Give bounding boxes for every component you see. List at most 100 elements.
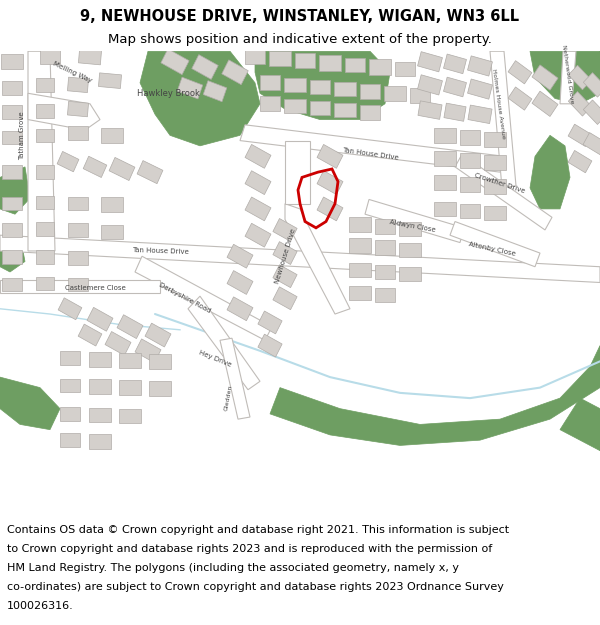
Bar xyxy=(468,105,492,124)
Bar xyxy=(434,201,456,216)
Bar xyxy=(317,144,343,168)
Bar xyxy=(273,265,297,288)
Text: Altonby Close: Altonby Close xyxy=(468,241,516,257)
Bar xyxy=(375,288,395,302)
Text: Tatham Grove: Tatham Grove xyxy=(19,111,25,159)
Bar xyxy=(101,128,123,142)
Bar xyxy=(399,267,421,281)
Bar xyxy=(2,223,22,237)
Polygon shape xyxy=(220,338,250,419)
Bar xyxy=(418,101,442,119)
Bar xyxy=(418,52,442,72)
Bar xyxy=(145,323,171,347)
Text: HM Land Registry. The polygons (including the associated geometry, namely x, y: HM Land Registry. The polygons (includin… xyxy=(7,562,459,572)
Bar xyxy=(349,238,371,253)
Polygon shape xyxy=(0,377,60,429)
Bar xyxy=(443,54,466,74)
Bar xyxy=(2,81,22,95)
Bar xyxy=(484,156,506,170)
Bar xyxy=(119,409,141,423)
Text: Hawkley Brook: Hawkley Brook xyxy=(137,89,199,98)
Bar xyxy=(568,124,592,146)
Polygon shape xyxy=(450,221,540,267)
Bar xyxy=(460,153,480,168)
Bar xyxy=(68,197,88,211)
Bar xyxy=(273,242,297,264)
Bar xyxy=(245,197,271,221)
Bar xyxy=(245,49,265,64)
Polygon shape xyxy=(530,51,600,104)
Bar xyxy=(2,106,22,119)
Bar xyxy=(345,58,365,72)
Bar xyxy=(484,206,506,221)
Bar xyxy=(2,251,22,264)
Bar xyxy=(78,324,102,346)
Bar xyxy=(434,175,456,190)
Bar xyxy=(60,433,80,447)
Bar xyxy=(395,62,415,76)
Text: Newhouse Drive: Newhouse Drive xyxy=(274,228,296,284)
Bar xyxy=(269,51,291,66)
Bar xyxy=(467,56,493,76)
Bar xyxy=(349,286,371,301)
Bar xyxy=(460,204,480,218)
Bar xyxy=(375,264,395,279)
Bar xyxy=(227,271,253,294)
Polygon shape xyxy=(28,51,55,251)
Bar xyxy=(36,165,54,179)
Bar xyxy=(508,61,532,84)
Polygon shape xyxy=(0,235,600,282)
Bar xyxy=(532,91,558,116)
Bar xyxy=(568,91,592,116)
Bar xyxy=(57,151,79,172)
Bar xyxy=(60,351,80,365)
Bar xyxy=(87,308,113,331)
Bar xyxy=(2,197,22,211)
Bar xyxy=(68,278,88,291)
Bar xyxy=(334,102,356,118)
Polygon shape xyxy=(530,136,570,209)
Bar xyxy=(532,65,558,90)
Bar xyxy=(568,151,592,173)
Polygon shape xyxy=(255,51,390,119)
Bar xyxy=(137,161,163,184)
Bar xyxy=(484,179,506,194)
Text: Netherwood Grove: Netherwood Grove xyxy=(562,44,575,104)
Polygon shape xyxy=(135,256,272,340)
Text: Gledden: Gledden xyxy=(223,385,233,411)
Bar xyxy=(119,353,141,367)
Polygon shape xyxy=(285,141,310,204)
Polygon shape xyxy=(365,199,464,242)
Bar xyxy=(101,198,123,212)
Bar xyxy=(68,126,88,140)
Bar xyxy=(119,380,141,395)
Bar xyxy=(203,81,227,102)
Bar xyxy=(375,241,395,255)
Bar xyxy=(360,84,380,99)
Polygon shape xyxy=(0,281,160,293)
Text: 9, NEWHOUSE DRIVE, WINSTANLEY, WIGAN, WN3 6LL: 9, NEWHOUSE DRIVE, WINSTANLEY, WIGAN, WN… xyxy=(80,9,520,24)
Text: co-ordinates) are subject to Crown copyright and database rights 2023 Ordnance S: co-ordinates) are subject to Crown copyr… xyxy=(7,582,504,592)
Polygon shape xyxy=(140,51,260,146)
Polygon shape xyxy=(240,125,505,172)
Bar xyxy=(192,54,218,79)
Text: Crowther Drive: Crowther Drive xyxy=(474,173,526,194)
Polygon shape xyxy=(0,235,25,272)
Bar xyxy=(434,128,456,142)
Bar xyxy=(67,77,89,92)
Bar xyxy=(260,76,280,90)
Bar xyxy=(2,278,22,291)
Bar xyxy=(117,315,143,339)
Bar xyxy=(375,219,395,234)
Text: Aldwyn Close: Aldwyn Close xyxy=(389,219,436,232)
Bar xyxy=(83,156,107,178)
Bar xyxy=(260,96,280,111)
Text: Derbyshire Road: Derbyshire Road xyxy=(158,282,212,314)
Bar xyxy=(245,171,271,194)
Text: Tan House Drive: Tan House Drive xyxy=(131,247,188,255)
Bar xyxy=(36,129,54,142)
Bar xyxy=(101,225,123,239)
Bar xyxy=(317,171,343,194)
Bar xyxy=(460,130,480,145)
Bar xyxy=(369,59,391,75)
